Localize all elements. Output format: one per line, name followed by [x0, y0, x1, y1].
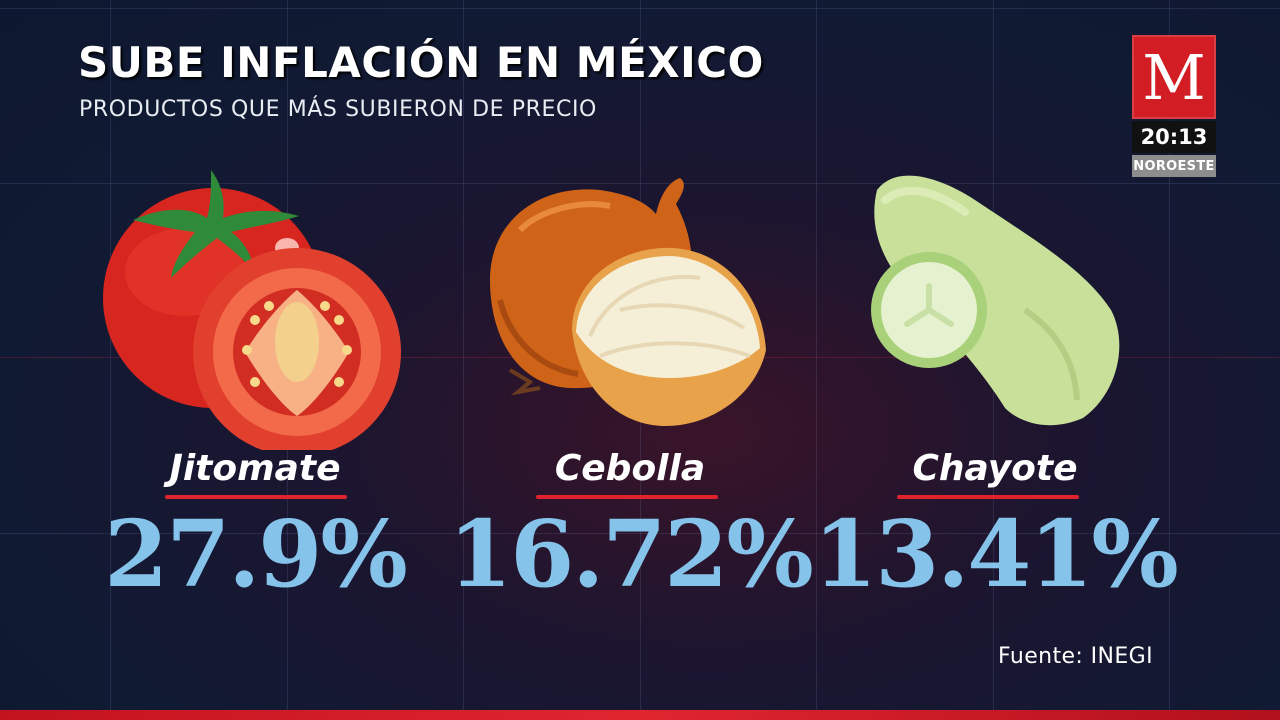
bottom-accent-bar — [0, 710, 1280, 720]
product-name: Cebolla — [554, 448, 706, 489]
page-subtitle: PRODUCTOS QUE MÁS SUBIERON DE PRECIO — [79, 97, 597, 122]
page-title: SUBE INFLACIÓN EN MÉXICO — [78, 38, 764, 87]
product-value: 16.72% — [448, 500, 814, 608]
product-card-chayote: Chayote 13.41% — [813, 160, 1179, 608]
name-underline — [897, 495, 1079, 499]
broadcast-clock: 20:13 — [1132, 121, 1216, 153]
onion-icon — [490, 178, 766, 426]
tomato-icon — [103, 170, 401, 450]
product-value: 27.9% — [104, 500, 408, 608]
region-label: NOROESTE — [1132, 155, 1216, 177]
product-value: 13.41% — [813, 500, 1179, 608]
name-underline — [536, 495, 718, 499]
source-label: Fuente: INEGI — [998, 644, 1154, 669]
channel-logo: M — [1132, 35, 1216, 119]
chayote-icon — [871, 175, 1120, 426]
product-card-cebolla: Cebolla 16.72% — [448, 160, 814, 608]
product-name: Jitomate — [169, 448, 341, 489]
name-underline — [165, 495, 347, 499]
product-card-jitomate: Jitomate 27.9% — [85, 160, 425, 608]
product-name: Chayote — [912, 448, 1078, 489]
